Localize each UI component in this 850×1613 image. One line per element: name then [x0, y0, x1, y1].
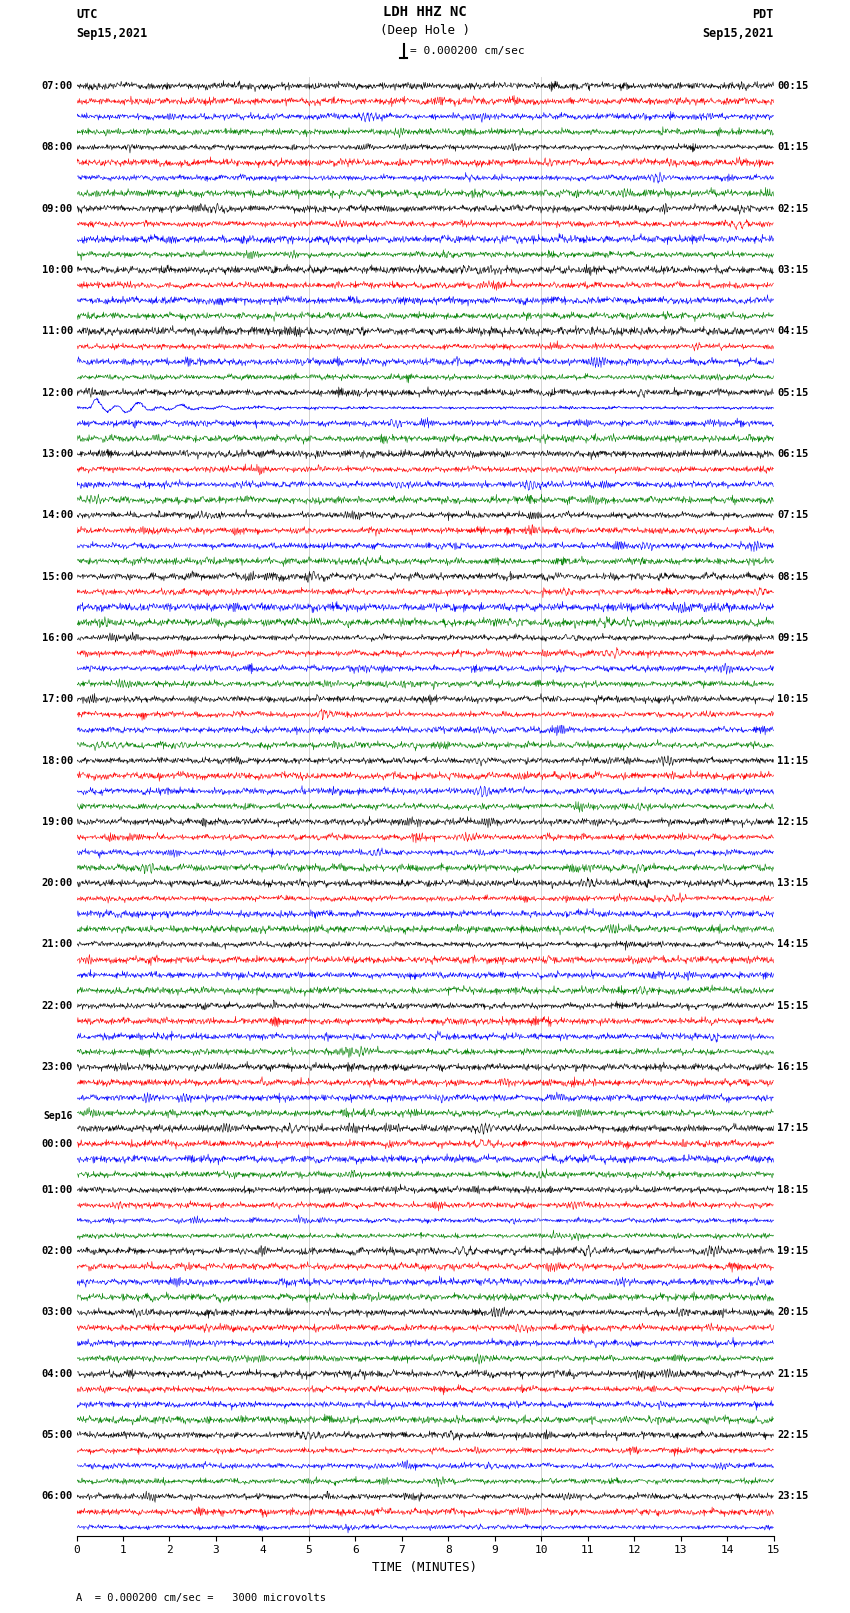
- Text: 17:00: 17:00: [42, 694, 73, 705]
- Text: 07:15: 07:15: [777, 510, 808, 519]
- Text: 16:00: 16:00: [42, 632, 73, 644]
- Text: 23:15: 23:15: [777, 1492, 808, 1502]
- Text: 10:00: 10:00: [42, 265, 73, 274]
- Text: 16:15: 16:15: [777, 1061, 808, 1073]
- Text: 03:15: 03:15: [777, 265, 808, 274]
- Text: 02:15: 02:15: [777, 203, 808, 213]
- Text: 08:15: 08:15: [777, 571, 808, 582]
- Text: 13:15: 13:15: [777, 877, 808, 889]
- Text: 02:00: 02:00: [42, 1247, 73, 1257]
- X-axis label: TIME (MINUTES): TIME (MINUTES): [372, 1561, 478, 1574]
- Text: 00:15: 00:15: [777, 81, 808, 90]
- Text: 21:15: 21:15: [777, 1369, 808, 1379]
- Text: LDH HHZ NC: LDH HHZ NC: [383, 5, 467, 19]
- Text: A  = 0.000200 cm/sec =   3000 microvolts: A = 0.000200 cm/sec = 3000 microvolts: [76, 1594, 326, 1603]
- Text: 20:00: 20:00: [42, 877, 73, 889]
- Text: 00:00: 00:00: [42, 1139, 73, 1148]
- Text: 05:00: 05:00: [42, 1431, 73, 1440]
- Text: 19:15: 19:15: [777, 1247, 808, 1257]
- Text: (Deep Hole ): (Deep Hole ): [380, 24, 470, 37]
- Text: 15:15: 15:15: [777, 1000, 808, 1011]
- Text: UTC: UTC: [76, 8, 98, 21]
- Text: PDT: PDT: [752, 8, 774, 21]
- Text: 01:15: 01:15: [777, 142, 808, 152]
- Text: 04:15: 04:15: [777, 326, 808, 336]
- Text: 17:15: 17:15: [777, 1124, 808, 1134]
- Text: 06:00: 06:00: [42, 1492, 73, 1502]
- Text: Sep15,2021: Sep15,2021: [76, 27, 148, 40]
- Text: 19:00: 19:00: [42, 816, 73, 827]
- Text: 11:00: 11:00: [42, 326, 73, 336]
- Text: 09:15: 09:15: [777, 632, 808, 644]
- Text: 07:00: 07:00: [42, 81, 73, 90]
- Text: 08:00: 08:00: [42, 142, 73, 152]
- Text: 12:15: 12:15: [777, 816, 808, 827]
- Text: 04:00: 04:00: [42, 1369, 73, 1379]
- Text: 11:15: 11:15: [777, 755, 808, 766]
- Text: 14:15: 14:15: [777, 939, 808, 950]
- Text: 22:15: 22:15: [777, 1431, 808, 1440]
- Text: = 0.000200 cm/sec: = 0.000200 cm/sec: [410, 45, 524, 56]
- Text: 21:00: 21:00: [42, 939, 73, 950]
- Text: 22:00: 22:00: [42, 1000, 73, 1011]
- Text: Sep16: Sep16: [43, 1111, 73, 1121]
- Text: 15:00: 15:00: [42, 571, 73, 582]
- Text: 01:00: 01:00: [42, 1186, 73, 1195]
- Text: 14:00: 14:00: [42, 510, 73, 519]
- Text: 23:00: 23:00: [42, 1061, 73, 1073]
- Text: 18:15: 18:15: [777, 1186, 808, 1195]
- Text: 12:00: 12:00: [42, 387, 73, 397]
- Text: 06:15: 06:15: [777, 448, 808, 458]
- Text: 10:15: 10:15: [777, 694, 808, 705]
- Text: 03:00: 03:00: [42, 1308, 73, 1318]
- Text: 13:00: 13:00: [42, 448, 73, 458]
- Text: 09:00: 09:00: [42, 203, 73, 213]
- Text: 20:15: 20:15: [777, 1308, 808, 1318]
- Text: 18:00: 18:00: [42, 755, 73, 766]
- Text: Sep15,2021: Sep15,2021: [702, 27, 774, 40]
- Text: 05:15: 05:15: [777, 387, 808, 397]
